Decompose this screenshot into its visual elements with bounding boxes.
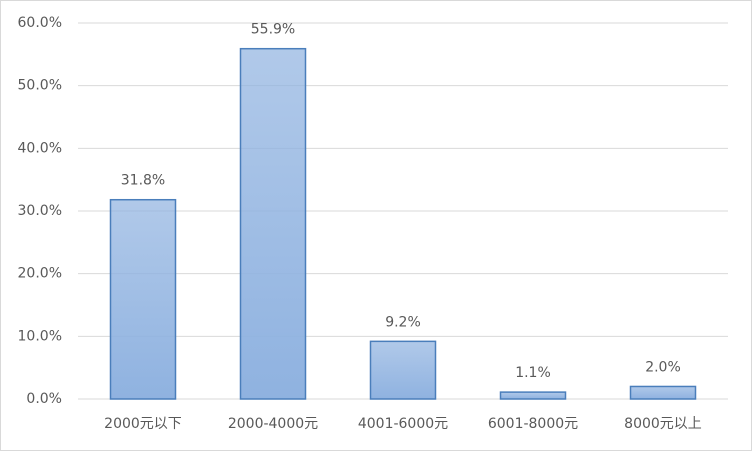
- y-tick-label: 40.0%: [18, 140, 62, 156]
- bar: [109, 198, 177, 400]
- x-tick-label: 6001-8000元: [488, 416, 578, 432]
- x-tick-label: 2000元以下: [104, 416, 182, 432]
- bar: [239, 47, 307, 400]
- value-label: 9.2%: [385, 314, 421, 330]
- x-tick-label: 8000元以上: [624, 416, 702, 432]
- y-tick-label: 20.0%: [18, 266, 62, 282]
- y-tick-label: 30.0%: [18, 203, 62, 219]
- value-label: 2.0%: [645, 359, 681, 375]
- value-label: 31.8%: [121, 173, 165, 189]
- y-tick-label: 0.0%: [26, 391, 62, 407]
- bar: [499, 391, 567, 400]
- value-label: 55.9%: [251, 22, 295, 38]
- y-tick-label: 60.0%: [18, 15, 62, 31]
- y-tick-label: 50.0%: [18, 78, 62, 94]
- value-label: 1.1%: [515, 365, 551, 381]
- x-tick-label: 4001-6000元: [358, 416, 448, 432]
- y-tick-label: 10.0%: [18, 328, 62, 344]
- bar: [629, 385, 697, 400]
- bar: [369, 340, 437, 400]
- x-tick-label: 2000-4000元: [228, 416, 318, 432]
